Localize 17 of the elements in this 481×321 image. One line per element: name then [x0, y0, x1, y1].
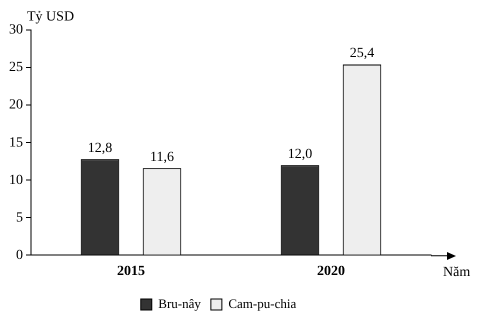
data-label: 12,0 [288, 146, 312, 162]
legend-label: Bru-nây [158, 296, 202, 311]
y-axis-title: Tỷ USD [27, 10, 74, 25]
y-tick-label: 0 [16, 248, 23, 263]
x-tick-label: 2020 [317, 264, 345, 280]
y-tick-label: 25 [9, 60, 23, 76]
y-tick-label: 10 [9, 172, 23, 188]
y-tick-label: 30 [9, 22, 23, 38]
y-tick-label: 5 [16, 210, 23, 226]
data-label: 12,8 [88, 140, 112, 156]
y-tick-label: 15 [9, 135, 23, 150]
x-axis-title: Năm [443, 264, 470, 280]
legend-label: Cam-pu-chia [228, 296, 296, 311]
x-tick-label: 2015 [117, 264, 145, 280]
data-label: 25,4 [350, 46, 374, 62]
y-tick-label: 20 [9, 98, 23, 113]
data-label: 11,6 [150, 150, 174, 165]
